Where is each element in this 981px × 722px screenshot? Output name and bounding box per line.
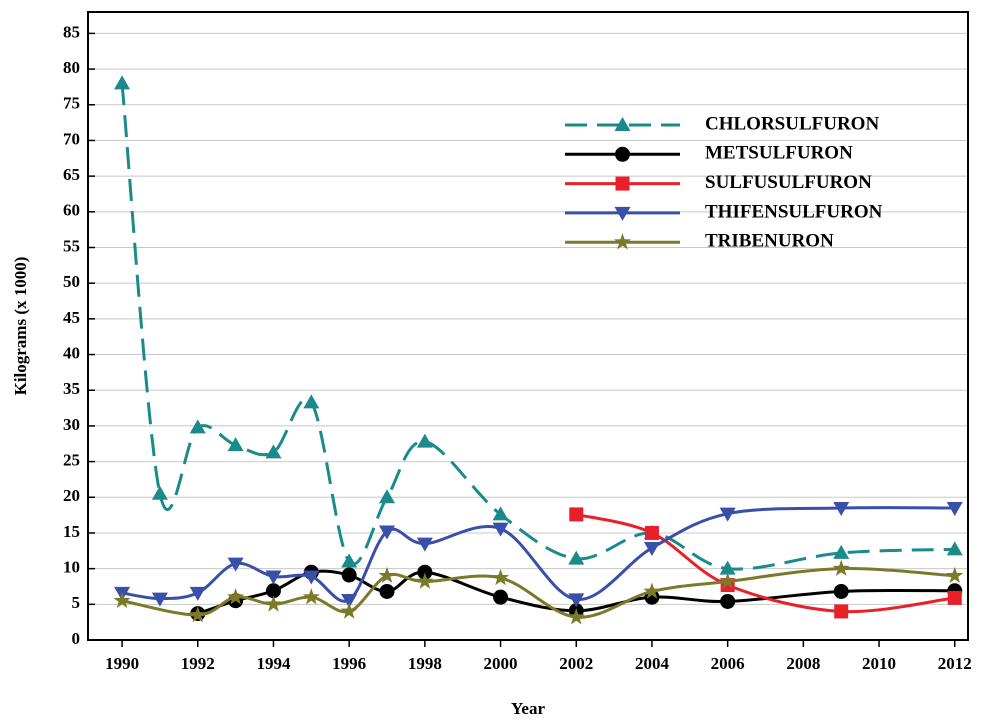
data-point [834, 604, 849, 619]
legend-marker [615, 176, 630, 191]
y-axis-label: Kilograms (x 1000) [11, 257, 30, 396]
y-tick-label: 35 [63, 379, 80, 398]
data-point [114, 75, 131, 90]
legend-label: SULFUSULFURON [705, 172, 872, 193]
y-tick-label: 60 [63, 201, 80, 220]
data-point [832, 559, 850, 576]
data-point [492, 506, 509, 521]
x-tick-label: 1990 [105, 654, 139, 673]
data-point [643, 541, 660, 556]
y-tick-label: 65 [63, 165, 80, 184]
data-point [569, 507, 584, 522]
x-tick-label: 2008 [786, 654, 820, 673]
data-point [417, 564, 433, 580]
y-tick-label: 30 [63, 415, 80, 434]
data-point [340, 602, 358, 619]
data-point [378, 566, 396, 584]
x-tick-label: 1994 [256, 654, 291, 673]
legend-marker [615, 146, 630, 162]
data-point [492, 522, 509, 537]
data-point [568, 550, 585, 565]
legend-marker [614, 117, 631, 131]
y-tick-label: 55 [63, 236, 80, 255]
data-point [379, 583, 395, 599]
data-point [946, 566, 964, 584]
data-point [568, 593, 585, 608]
y-tick-label: 85 [63, 22, 80, 41]
x-tick-label: 2010 [862, 654, 896, 673]
data-point [947, 590, 962, 605]
legend-label: METSULFURON [705, 143, 853, 164]
legend-label: CHLORSULFURON [705, 113, 879, 134]
data-point [341, 594, 358, 609]
y-tick-label: 40 [63, 343, 80, 362]
data-point [719, 507, 736, 522]
data-point [227, 588, 245, 605]
y-tick-label: 15 [63, 522, 80, 541]
data-point [264, 595, 283, 612]
x-tick-label: 1992 [181, 654, 215, 673]
data-point [416, 572, 434, 589]
y-tick-label: 75 [63, 94, 80, 113]
data-point [227, 437, 244, 452]
data-point [303, 394, 320, 409]
data-point [379, 489, 396, 504]
data-point [491, 568, 510, 586]
data-point [189, 419, 206, 434]
plot-frame [87, 11, 969, 641]
x-tick-label: 2002 [559, 654, 593, 673]
data-point [946, 541, 963, 556]
data-point [265, 444, 282, 459]
data-point [719, 572, 737, 589]
data-point [302, 588, 320, 605]
data-point [720, 593, 736, 609]
y-tick-label: 5 [72, 593, 81, 612]
data-point [946, 501, 963, 516]
data-point [379, 525, 396, 540]
data-point [303, 570, 320, 585]
data-point [227, 557, 244, 572]
data-point [341, 553, 358, 568]
y-tick-label: 20 [63, 486, 80, 505]
legend-marker [613, 233, 632, 250]
data-point [113, 591, 131, 609]
data-point [567, 608, 585, 625]
x-tick-label: 2006 [711, 654, 745, 673]
series-line [120, 83, 955, 571]
x-tick-label: 1998 [408, 654, 442, 673]
data-point [265, 583, 281, 599]
data-point [416, 537, 433, 552]
data-point [833, 544, 850, 559]
legend-label: THIFENSULFURON [705, 201, 883, 222]
x-tick-label: 2004 [635, 654, 670, 673]
y-tick-label: 50 [63, 272, 80, 291]
data-point [341, 567, 357, 583]
data-point [189, 586, 206, 601]
data-point [151, 485, 168, 500]
x-tick-label: 2012 [938, 654, 972, 673]
data-point [833, 501, 850, 516]
y-tick-label: 45 [63, 308, 80, 327]
data-point [416, 433, 433, 448]
data-point [493, 589, 509, 605]
legend-marker [614, 206, 631, 221]
y-tick-label: 80 [63, 58, 80, 77]
x-axis-label: Year [511, 699, 545, 718]
x-tick-label: 1996 [332, 654, 366, 673]
data-point [189, 606, 207, 623]
data-point [643, 582, 661, 599]
legend-label: TRIBENURON [705, 231, 834, 252]
data-point [719, 560, 736, 575]
data-point [833, 583, 849, 599]
data-point [151, 592, 168, 607]
y-tick-label: 25 [63, 450, 80, 469]
x-tick-label: 2000 [484, 654, 518, 673]
data-point [265, 570, 282, 585]
y-tick-label: 10 [63, 558, 80, 577]
data-point [644, 525, 659, 540]
y-tick-label: 70 [63, 129, 80, 148]
y-tick-label: 0 [72, 629, 81, 648]
